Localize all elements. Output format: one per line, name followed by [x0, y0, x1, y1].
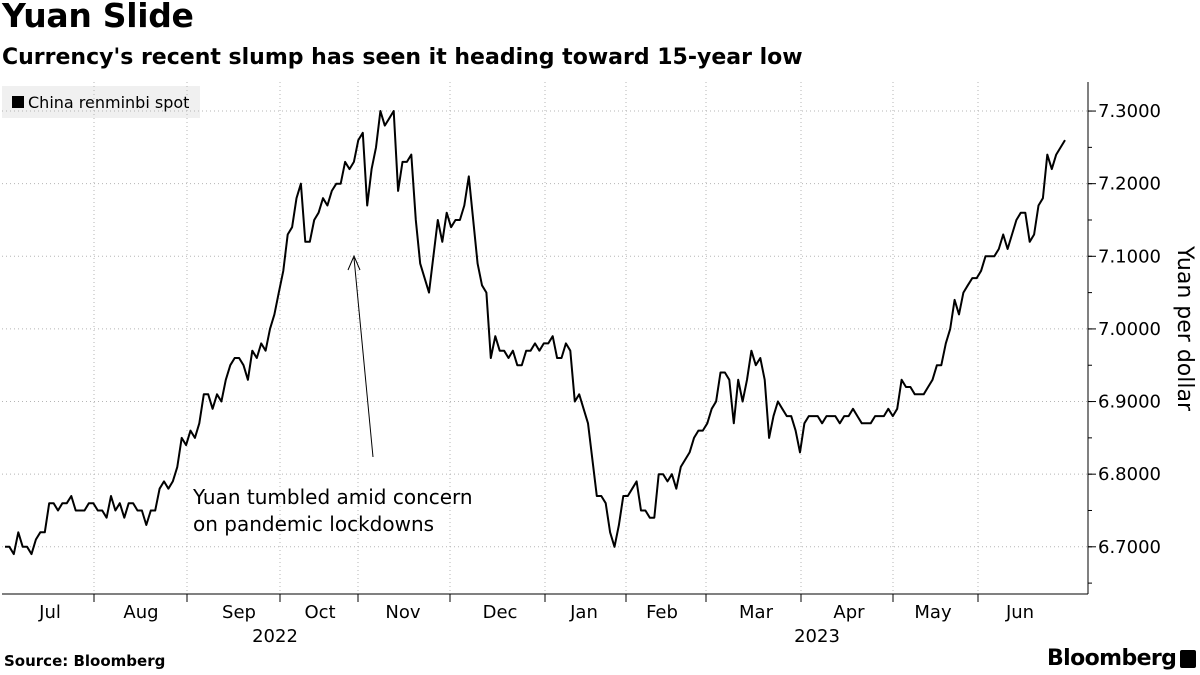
x-tick-label: Jan — [569, 602, 598, 623]
y-tick-label: 7.1000 — [1098, 246, 1161, 267]
bloomberg-logo: Bloomberg — [1047, 646, 1197, 671]
legend: China renminbi spot — [2, 86, 200, 118]
y-tick-label: 6.7000 — [1098, 537, 1161, 558]
annotation-arrowhead — [347, 254, 361, 271]
y-tick-label: 7.0000 — [1098, 319, 1161, 340]
x-tick-label: Aug — [123, 602, 158, 623]
y-tick-label: 6.9000 — [1098, 392, 1161, 413]
y-tick-label: 7.3000 — [1098, 101, 1161, 122]
x-tick-label: Sep — [222, 602, 256, 623]
x-tick-label: Jun — [1005, 602, 1034, 623]
gridlines — [2, 82, 1088, 594]
chart-subtitle: Currency's recent slump has seen it head… — [2, 45, 803, 70]
x-tick-label: Nov — [385, 602, 420, 623]
legend-label: China renminbi spot — [28, 92, 190, 112]
x-tick-label: Jul — [38, 602, 61, 623]
x-tick-label: Oct — [304, 602, 335, 623]
legend-swatch — [12, 96, 24, 108]
annotation-line-1: Yuan tumbled amid concern — [192, 485, 473, 509]
year-label: 2022 — [252, 626, 298, 647]
annotation-line-2: on pandemic lockdowns — [193, 512, 434, 536]
annotation-arrow — [353, 257, 374, 458]
year-label: 2023 — [794, 626, 840, 647]
brand-text: Bloomberg — [1047, 646, 1177, 671]
x-axis: Jul Aug Sep Oct Nov Dec Jan Feb Mar Apr May Jun 2022… — [2, 593, 1088, 647]
x-tick-label: Mar — [739, 602, 774, 623]
source-note: Source: Bloomberg — [4, 652, 166, 670]
bloomberg-mark-icon — [1180, 649, 1197, 668]
y-tick-label: 6.8000 — [1098, 464, 1161, 485]
chart-title: Yuan Slide — [2, 0, 194, 35]
x-tick-label: Dec — [483, 602, 518, 623]
x-tick-label: Apr — [833, 602, 865, 623]
y-axis-label: Yuan per dollar — [1172, 245, 1197, 412]
x-tick-label: Feb — [646, 602, 678, 623]
series-line — [5, 110, 1066, 556]
annotation-group: Yuan tumbled amid concern on pandemic loc… — [192, 254, 473, 536]
x-tick-label: May — [914, 602, 952, 623]
y-axis: 7.3000 7.2000 7.1000 7.0000 6.9000 6.8000 6.70… — [1087, 82, 1197, 594]
y-tick-label: 7.2000 — [1098, 174, 1161, 195]
